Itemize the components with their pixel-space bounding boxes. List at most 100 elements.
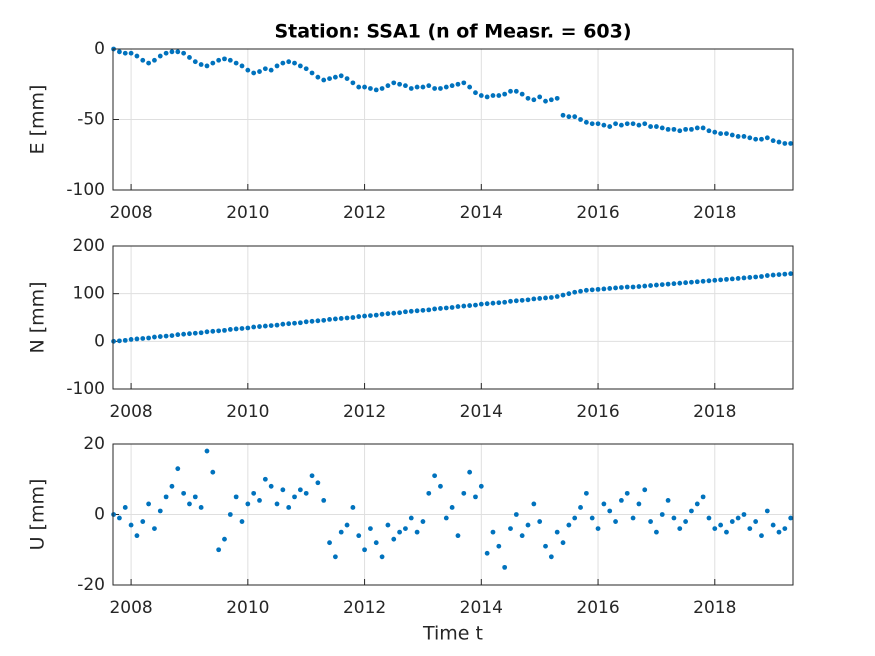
data-point — [788, 141, 794, 146]
data-point — [122, 50, 128, 56]
data-point — [548, 97, 554, 103]
data-point — [181, 331, 187, 337]
data-point — [274, 501, 280, 507]
data-point — [192, 330, 198, 336]
data-point — [426, 490, 432, 496]
data-point — [618, 122, 624, 128]
data-point — [286, 321, 292, 327]
data-point — [438, 306, 443, 311]
data-point — [338, 316, 344, 321]
data-point — [192, 494, 198, 500]
x-tick-label: 2018 — [693, 402, 736, 422]
data-point — [718, 131, 724, 137]
data-point — [309, 473, 315, 479]
data-point — [397, 310, 402, 316]
data-point — [543, 295, 548, 301]
data-point — [560, 540, 566, 546]
x-tick-label: 2010 — [226, 402, 269, 422]
data-point — [368, 313, 373, 318]
data-point — [776, 529, 782, 535]
data-point — [111, 338, 116, 344]
data-point — [782, 271, 788, 277]
data-point — [554, 95, 560, 101]
data-point — [496, 543, 502, 549]
data-point — [303, 66, 309, 72]
data-point — [618, 285, 624, 290]
data-point — [157, 334, 163, 339]
data-point — [373, 312, 379, 318]
data-point — [648, 519, 653, 524]
data-point — [233, 326, 239, 332]
data-point — [548, 295, 554, 300]
data-point — [519, 91, 525, 97]
data-point — [537, 296, 543, 301]
data-point — [694, 125, 700, 131]
data-point — [729, 132, 735, 138]
data-point — [403, 526, 408, 531]
data-point — [117, 515, 122, 521]
data-point — [636, 501, 642, 507]
y-tick-label: 0 — [94, 39, 105, 59]
data-point — [443, 84, 449, 90]
data-point — [379, 554, 385, 560]
data-point — [257, 324, 262, 329]
data-point — [572, 114, 578, 120]
data-point — [391, 80, 397, 86]
data-point — [455, 533, 461, 539]
data-point — [525, 522, 531, 528]
data-point — [613, 285, 618, 291]
data-point — [117, 338, 122, 344]
data-point — [543, 98, 548, 104]
data-point — [724, 276, 729, 282]
data-point — [566, 522, 572, 528]
data-point — [216, 547, 222, 553]
data-point — [478, 93, 484, 98]
data-point — [286, 59, 292, 65]
data-point — [578, 505, 583, 510]
data-point — [408, 515, 414, 521]
data-point — [414, 84, 420, 90]
data-point — [531, 501, 537, 507]
data-point — [268, 323, 274, 329]
data-point — [764, 273, 770, 278]
x-tick-label: 2010 — [226, 203, 269, 223]
data-point — [146, 335, 152, 341]
data-point — [181, 490, 187, 496]
data-point — [449, 305, 455, 310]
data-point — [122, 337, 128, 343]
data-point — [508, 526, 513, 531]
data-point — [642, 487, 648, 493]
data-point — [689, 126, 694, 132]
data-point — [420, 519, 426, 524]
data-point — [140, 336, 146, 341]
data-point — [327, 317, 332, 322]
x-tick-label: 2014 — [460, 598, 503, 618]
data-point — [478, 483, 484, 489]
data-point — [659, 282, 665, 288]
data-point — [414, 529, 420, 535]
data-point — [432, 86, 438, 91]
data-point — [665, 281, 671, 287]
data-point — [484, 301, 490, 307]
data-point — [467, 303, 473, 308]
data-point — [566, 114, 572, 120]
data-point — [169, 49, 175, 55]
data-point — [134, 53, 140, 59]
y-tick-label: 100 — [73, 284, 105, 304]
x-tick-label: 2014 — [460, 402, 503, 422]
data-point — [426, 83, 432, 89]
data-point — [327, 540, 332, 546]
data-point — [146, 501, 152, 507]
data-point — [694, 501, 700, 507]
data-point — [420, 84, 426, 90]
data-point — [578, 117, 583, 122]
data-point — [198, 330, 204, 336]
data-point — [175, 49, 181, 55]
x-tick-label: 2008 — [109, 402, 152, 422]
data-point — [770, 272, 776, 278]
data-point — [525, 95, 531, 101]
data-point — [519, 533, 525, 539]
data-point — [233, 494, 239, 500]
data-point — [712, 129, 718, 135]
data-point — [438, 483, 443, 489]
